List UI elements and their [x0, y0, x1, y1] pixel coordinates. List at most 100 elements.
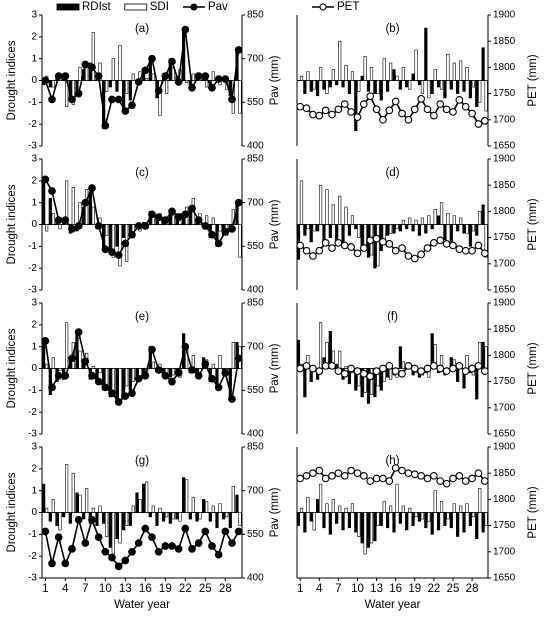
- bar: [171, 215, 175, 225]
- bar: [191, 73, 195, 81]
- marker: [468, 364, 476, 373]
- bar: [414, 49, 418, 81]
- marker: [302, 104, 311, 113]
- marker: [474, 469, 483, 478]
- bar: [376, 80, 380, 94]
- bar: [350, 71, 355, 81]
- marker: [194, 216, 203, 224]
- bar: [48, 80, 52, 88]
- bar: [347, 80, 352, 94]
- marker: [121, 239, 130, 248]
- bar: [111, 224, 115, 258]
- marker: [128, 547, 136, 556]
- marker: [480, 367, 489, 375]
- bar: [452, 62, 456, 81]
- bar: [158, 80, 162, 116]
- marker: [328, 110, 336, 119]
- marker: [442, 479, 451, 488]
- bar: [389, 505, 393, 513]
- bar: [322, 80, 326, 90]
- y2-tick-label: 700: [247, 485, 264, 496]
- marker: [423, 474, 432, 483]
- y2-axis-label: Pav (mm): [269, 487, 281, 537]
- marker: [234, 354, 243, 363]
- bar: [392, 69, 396, 81]
- bar: [373, 224, 377, 269]
- bar: [430, 224, 434, 230]
- bar: [439, 80, 444, 90]
- line: [44, 29, 240, 126]
- bar: [58, 224, 62, 230]
- bar: [354, 80, 358, 132]
- bar: [446, 213, 450, 225]
- marker: [134, 78, 143, 86]
- bar: [309, 512, 313, 522]
- bar: [128, 512, 132, 526]
- bar: [296, 339, 301, 369]
- y2-tick-label: 1800: [493, 62, 516, 73]
- marker: [360, 471, 368, 480]
- x-tick-label: 22: [427, 583, 440, 595]
- y-tick-label: 1: [31, 197, 37, 208]
- bar: [405, 224, 409, 230]
- bar: [360, 224, 364, 247]
- bar: [411, 73, 415, 81]
- marker: [48, 383, 56, 392]
- panel: -3 -2 -1 0 1 2 3 400 550 700 850 (c) Drought indices…: [6, 154, 281, 296]
- x-tick-label: 28: [466, 583, 479, 595]
- marker: [188, 204, 196, 213]
- panel: 1650 1700 1750 1800 1850 1900 (f) PET (mm): [296, 298, 539, 440]
- marker: [221, 75, 230, 83]
- bar: [414, 512, 418, 518]
- bar: [91, 32, 95, 81]
- bar: [363, 56, 367, 81]
- panel-label: (a): [135, 23, 149, 35]
- bar: [325, 189, 329, 225]
- bar: [218, 503, 222, 513]
- bar: [322, 512, 326, 529]
- marker: [74, 515, 83, 524]
- marker: [74, 89, 83, 98]
- bar: [85, 67, 89, 81]
- panel: -3 -2 -1 0 1 2 3 400 550 700 850 1 4 7 10 13 16 19 22 25 28 W…: [6, 442, 281, 611]
- x-tick-label: 22: [179, 583, 192, 595]
- marker: [315, 246, 324, 255]
- legend-label: Pav: [208, 1, 228, 13]
- bar: [420, 512, 425, 520]
- bar: [401, 361, 405, 369]
- y2-tick-label: 1700: [493, 258, 516, 269]
- marker: [334, 367, 343, 375]
- marker: [366, 477, 375, 485]
- marker: [134, 374, 143, 383]
- bar: [312, 512, 316, 531]
- bar: [118, 512, 122, 544]
- marker: [148, 345, 156, 354]
- marker: [188, 545, 196, 553]
- bar: [427, 80, 431, 99]
- marker: [302, 471, 311, 480]
- y-axis-label: Drought indices: [6, 472, 18, 552]
- bar: [331, 69, 335, 81]
- marker: [88, 371, 96, 380]
- bar: [449, 80, 453, 90]
- bar: [303, 368, 307, 398]
- marker: [455, 96, 464, 104]
- marker: [168, 377, 176, 386]
- bar: [471, 224, 475, 232]
- marker: [228, 539, 236, 547]
- y2-tick-label: 400: [247, 285, 264, 296]
- bar: [188, 512, 192, 520]
- marker: [309, 364, 317, 373]
- marker: [108, 553, 116, 562]
- bar: [452, 503, 456, 513]
- bar: [465, 355, 469, 369]
- marker: [234, 198, 243, 207]
- bar: [78, 494, 82, 513]
- bar: [357, 80, 361, 92]
- marker: [315, 367, 324, 375]
- y2-axis-label: Pav (mm): [269, 199, 281, 249]
- bar: [465, 224, 469, 234]
- y-tick-label: -1: [28, 241, 37, 252]
- marker: [94, 72, 103, 80]
- marker: [214, 550, 223, 559]
